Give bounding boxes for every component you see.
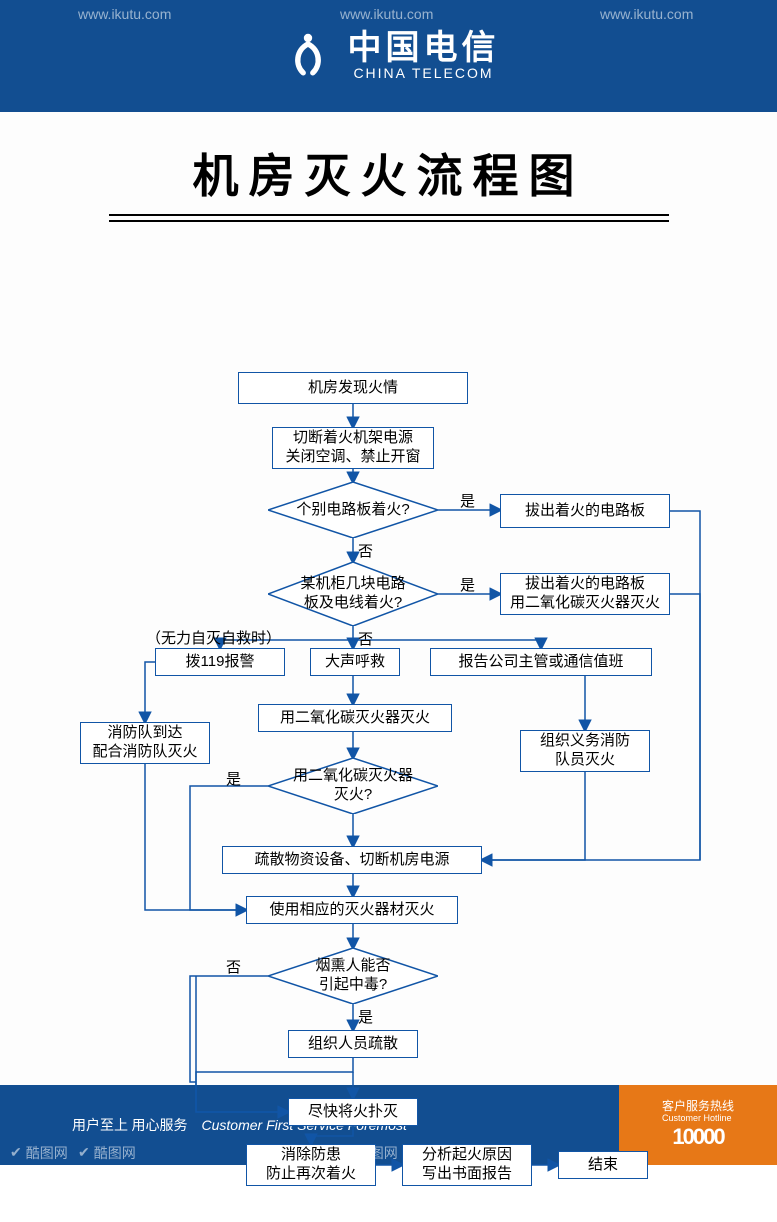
edge-label-no: 否 [358,540,373,561]
bottom-watermark: ✔ 酷图网 [78,1143,136,1163]
watermark-url: www.ikutu.com [600,6,693,22]
bottom-watermark: ✔ 酷图网 [340,1143,398,1163]
title-rule [109,214,669,222]
content-area: 机房灭火流程图 [0,112,777,1085]
edge-label-no: 否 [226,956,241,977]
node-use-equipment: 使用相应的灭火器材灭火 [246,896,458,924]
logo-text-cn: 中国电信 [348,31,500,65]
node-pull-board: 拔出着火的电路板 [500,494,670,528]
node-fire-brigade: 消防队到达 配合消防队灭火 [80,722,210,764]
flowchart: 机房发现火情 切断着火机架电源 关闭空调、禁止开窗 个别电路板着火? 拔出着火的… [0,352,777,1222]
node-evacuate-cut: 疏散物资设备、切断机房电源 [222,846,482,874]
header: www.ikutu.com www.ikutu.com www.ikutu.co… [0,0,777,112]
decision-co2-works: 用二氧化碳灭火器 灭火? [268,758,438,814]
edge-label-yes: 是 [460,574,475,595]
edge-label-yes: 是 [226,768,241,789]
decision-cabinet-fire: 某机柜几块电路 板及电线着火? [268,562,438,626]
decision-smoke-toxic: 烟熏人能否 引起中毒? [268,948,438,1004]
watermark-url: www.ikutu.com [340,6,433,22]
node-analyze: 分析起火原因 写出书面报告 [402,1144,532,1186]
edge-label-no: 否 [358,628,373,649]
side-note: （无力自灭自救时） [146,627,281,648]
bottom-watermark: ✔ 酷图网 [10,1143,68,1163]
watermark-url: www.ikutu.com [78,6,171,22]
node-evacuate-people: 组织人员疏散 [288,1030,418,1058]
edge-label-yes: 是 [358,1006,373,1027]
telecom-logo-icon [278,26,338,86]
page-title: 机房灭火流程图 [0,112,777,206]
node-end: 结束 [558,1151,648,1179]
edge-label-yes: 是 [460,490,475,511]
logo-text-en: CHINA TELECOM [348,65,500,81]
node-use-co2: 用二氧化碳灭火器灭火 [258,704,452,732]
node-shout: 大声呼救 [310,648,400,676]
node-report: 报告公司主管或通信值班 [430,648,652,676]
node-call-119: 拨119报警 [155,648,285,676]
node-start: 机房发现火情 [238,372,468,404]
node-volunteer: 组织义务消防 队员灭火 [520,730,650,772]
node-put-out: 尽快将火扑灭 [288,1098,418,1126]
node-cut-power: 切断着火机架电源 关闭空调、禁止开窗 [272,427,434,469]
node-co2-extinguish: 拔出着火的电路板 用二氧化碳灭火器灭火 [500,573,670,615]
logo: 中国电信 CHINA TELECOM [278,26,500,86]
decision-board-fire: 个别电路板着火? [268,482,438,538]
